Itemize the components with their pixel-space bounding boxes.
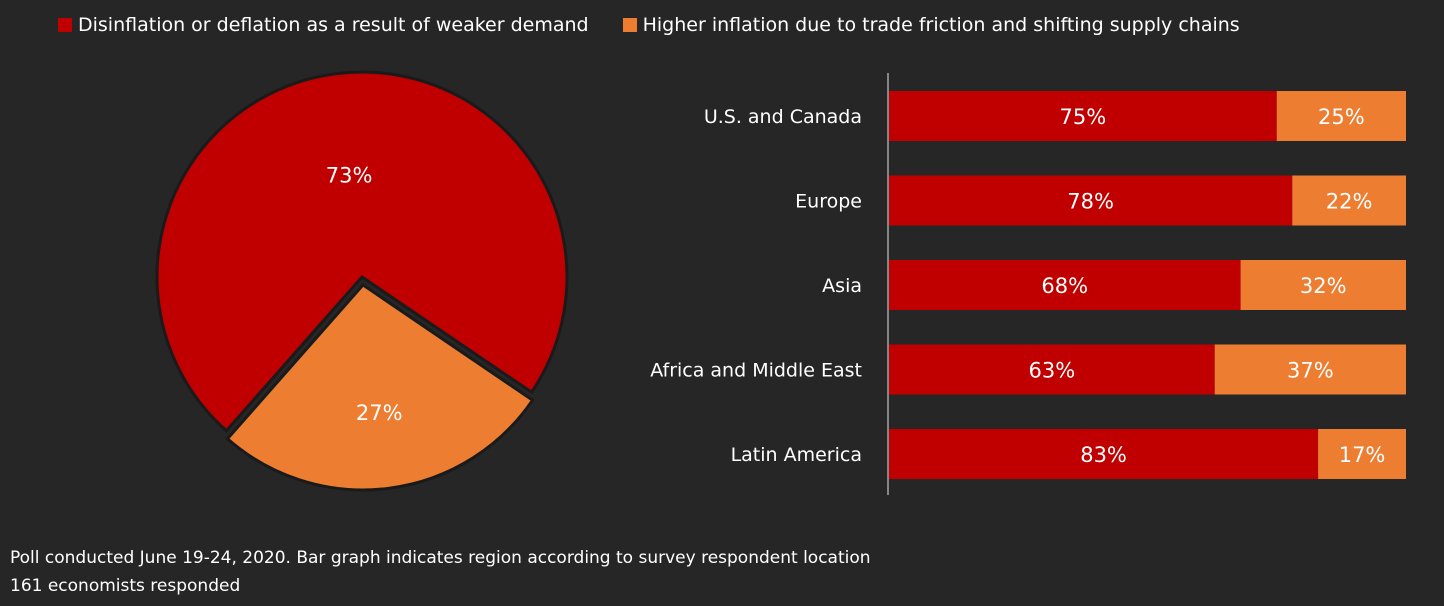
bar-segment-u-s-and-canada-disinflation [889, 91, 1277, 141]
bar-value-label-u-s-and-canada-inflation: 25% [1318, 105, 1365, 129]
pie-label-inflation: 27% [356, 401, 403, 425]
legend-swatch-disinflation [58, 18, 72, 32]
footnote-poll: Poll conducted June 19-24, 2020. Bar gra… [10, 548, 871, 568]
bar-value-label-latin-america-disinflation: 83% [1080, 443, 1127, 467]
bar-value-label-latin-america-inflation: 17% [1339, 443, 1386, 467]
chart-canvas: 73% 27% U.S. and Canada 75% 25% Europe 78% 22%… [155, 70, 1406, 495]
chart-legend: Disinflation or deflation as a result of… [58, 14, 1414, 36]
bar-segment-asia-disinflation [889, 260, 1241, 310]
footnote-respondents: 161 economists responded [10, 576, 241, 596]
bar-segment-africa-and-middle-east-inflation [1214, 344, 1406, 395]
bar-value-label-africa-and-middle-east-disinflation: 63% [1029, 359, 1076, 383]
bar-segment-latin-america-disinflation [889, 429, 1319, 479]
bar-value-label-asia-inflation: 32% [1300, 274, 1347, 298]
bar-segment-u-s-and-canada-inflation [1276, 91, 1406, 141]
bar-value-label-u-s-and-canada-disinflation: 75% [1060, 105, 1107, 129]
bar-value-label-europe-disinflation: 78% [1067, 190, 1114, 214]
bar-segment-latin-america-inflation [1318, 429, 1406, 479]
bar-category-label-asia: Asia [822, 275, 862, 297]
bar-category-label-latin-america: Latin America [731, 444, 862, 466]
footnotes: Poll conducted June 19-24, 2020. Bar gra… [10, 544, 871, 600]
legend-item-disinflation: Disinflation or deflation as a result of… [58, 14, 589, 36]
pie-label-disinflation: 73% [326, 163, 373, 187]
bar-category-label-europe: Europe [795, 191, 862, 213]
legend-item-inflation: Higher inflation due to trade friction a… [622, 14, 1240, 36]
bar-category-label-africa-and-middle-east: Africa and Middle East [650, 360, 862, 382]
bar-segment-africa-and-middle-east-disinflation [889, 344, 1215, 395]
bar-segment-asia-inflation [1240, 260, 1406, 310]
pie-chart: 73% 27% [155, 70, 569, 492]
bar-category-label-u-s-and-canada: U.S. and Canada [704, 106, 862, 128]
bar-segment-europe-disinflation [889, 175, 1293, 226]
bar-value-label-europe-inflation: 22% [1326, 190, 1373, 214]
legend-label-inflation: Higher inflation due to trade friction a… [642, 14, 1240, 36]
pie-slice-inflation [225, 282, 535, 492]
pie-slice-disinflation [155, 70, 569, 433]
stacked-bar-chart: U.S. and Canada 75% 25% Europe 78% 22% Asia 68%… [650, 73, 1406, 495]
legend-swatch-inflation [622, 18, 637, 32]
legend-label-disinflation: Disinflation or deflation as a result of… [78, 14, 589, 36]
bar-value-label-asia-disinflation: 68% [1041, 274, 1088, 298]
bar-segment-europe-inflation [1292, 175, 1406, 226]
bar-value-label-africa-and-middle-east-inflation: 37% [1287, 359, 1334, 383]
